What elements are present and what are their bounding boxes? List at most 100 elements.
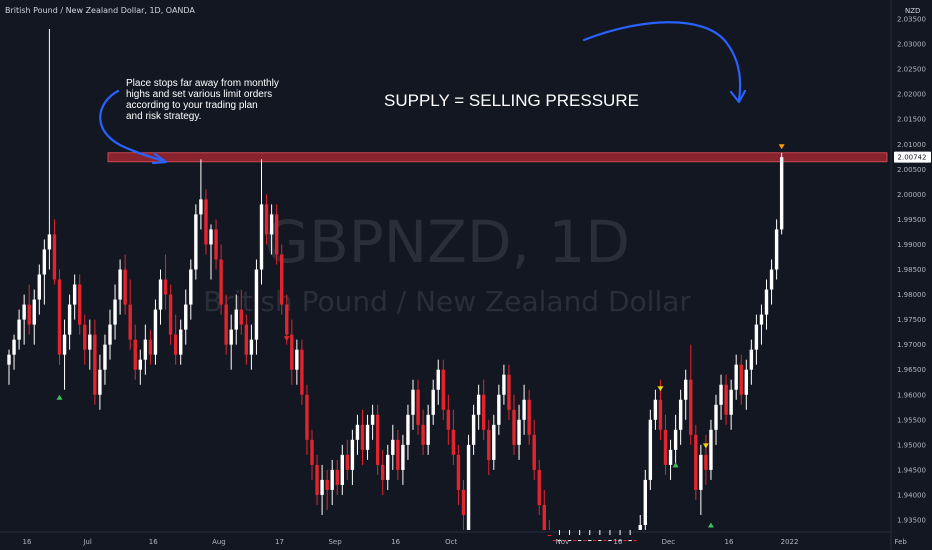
candle-body (219, 259, 223, 305)
candle (128, 279, 132, 350)
candle-body (249, 339, 254, 355)
candle (492, 414, 496, 470)
candle-body (608, 540, 612, 542)
candle (67, 294, 72, 350)
candle (17, 309, 21, 350)
candle-body (567, 540, 572, 542)
candle (360, 409, 365, 465)
candle (522, 384, 526, 435)
candle (769, 259, 774, 305)
stop-placement-note: Place stops far away from monthly highs … (126, 78, 282, 122)
candle-body (537, 469, 541, 505)
candle (118, 259, 122, 315)
supply-zone-rectangle[interactable] (107, 152, 888, 163)
candle (754, 314, 759, 365)
candle (668, 439, 673, 480)
candle-body (416, 389, 420, 425)
price-tick-label: 2.03500 (897, 16, 926, 24)
candle (345, 439, 350, 480)
candle-body (572, 540, 577, 542)
candle (739, 354, 743, 405)
candle (497, 384, 501, 435)
candle-body (7, 354, 11, 365)
candle-body (689, 379, 693, 435)
candle-body (431, 389, 435, 415)
candle-body (461, 489, 466, 515)
candle (694, 424, 698, 500)
candle (628, 530, 632, 542)
candle (315, 454, 319, 505)
candle (598, 530, 602, 542)
candle (244, 314, 249, 365)
candle (704, 434, 708, 485)
candle-body (684, 379, 688, 400)
candle (719, 374, 723, 420)
candle (199, 159, 203, 230)
candle-body (441, 369, 445, 410)
candle-body (497, 394, 501, 425)
candle-body (598, 540, 602, 542)
candle (219, 244, 223, 315)
candle (325, 469, 329, 510)
candle-body (638, 525, 642, 530)
candle (173, 314, 178, 365)
candle (603, 530, 607, 542)
candle-body (88, 334, 92, 350)
candle (638, 514, 642, 530)
candle (653, 389, 658, 430)
candle (158, 269, 163, 325)
note-line-4: and risk strategy. (126, 111, 201, 122)
candle-body (482, 394, 486, 430)
candle-body (492, 424, 496, 460)
candle (572, 530, 577, 542)
candle (441, 359, 445, 420)
candle-body (456, 454, 461, 490)
candle (32, 289, 36, 345)
candle-body (113, 299, 117, 325)
candle (527, 389, 531, 445)
candle-body (158, 279, 163, 310)
candle (290, 319, 294, 385)
candle (577, 530, 582, 542)
candle-body (542, 504, 546, 530)
candle-body (547, 535, 552, 537)
time-axis[interactable]: 16 Jul 16 Aug 17 Sep 16 Oct Nov 16 Dec 16 2022 Feb (23, 538, 908, 546)
time-tick-label: Dec (662, 538, 676, 546)
candle (502, 364, 506, 405)
candle-body (466, 444, 471, 530)
candle-body (603, 540, 607, 542)
candle-body (391, 439, 395, 455)
candle (168, 284, 173, 345)
candle-body (446, 409, 451, 430)
time-tick-label: 2022 (781, 538, 799, 546)
arrow-to-zone-right (582, 21, 747, 104)
candle-body (709, 429, 713, 470)
candle (108, 309, 112, 360)
price-axis[interactable]: 1.93500 1.94000 1.94500 1.95000 1.95500 1.960… (897, 16, 926, 525)
last-price-box (894, 151, 931, 163)
price-tick-label: 1.93500 (897, 517, 926, 525)
candle-body (264, 204, 269, 235)
candle-body (552, 540, 557, 542)
candle-body (234, 309, 238, 330)
candle-body (52, 234, 57, 280)
time-tick-label: 16 (391, 538, 400, 546)
price-tick-label: 1.98500 (897, 266, 926, 274)
candle (421, 409, 425, 455)
candle (62, 319, 67, 390)
candle (537, 459, 541, 515)
candle-body (648, 419, 653, 480)
time-tick-label: 16 (149, 538, 158, 546)
candle-body (103, 344, 107, 370)
time-tick-label: Sep (328, 538, 342, 546)
note-line-1: Place stops far away from monthly (126, 78, 279, 89)
candle-body (734, 364, 738, 390)
candle-body (658, 399, 663, 430)
candle-body (57, 279, 62, 355)
candle-body (168, 294, 173, 335)
candle (264, 194, 269, 245)
candle (567, 530, 572, 542)
candle-body (774, 229, 779, 270)
note-line-3: according to your trading plan (126, 100, 258, 111)
